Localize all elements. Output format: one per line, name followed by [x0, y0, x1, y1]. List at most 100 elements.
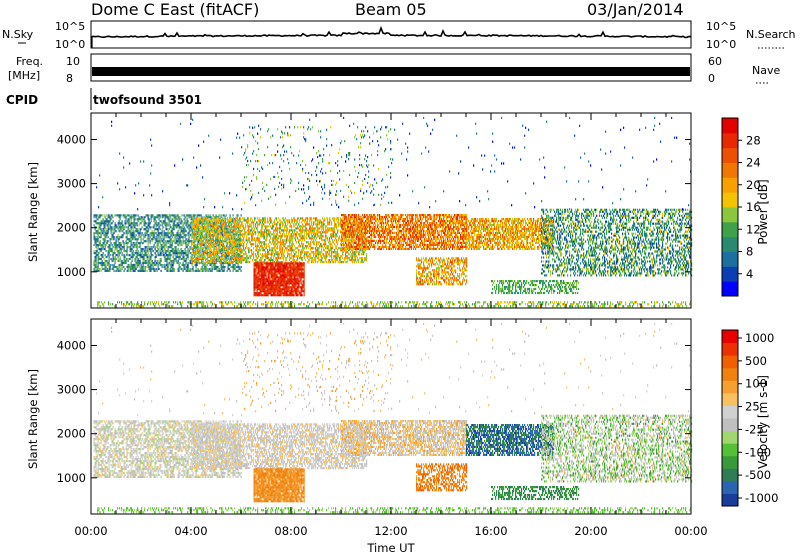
range-gate-cell [216, 237, 217, 239]
range-gate-cell [343, 261, 344, 263]
range-gate-cell [260, 253, 261, 255]
range-gate-cell [206, 231, 207, 233]
range-gate-cell [159, 238, 160, 240]
range-gate-cell [207, 225, 208, 227]
range-gate-cell [145, 216, 146, 218]
range-gate-cell [155, 242, 156, 244]
range-gate-cell [336, 239, 337, 241]
range-gate-cell [259, 237, 260, 239]
range-gate-cell [219, 239, 220, 241]
range-gate-cell [315, 239, 316, 241]
range-gate-cell [316, 243, 317, 245]
range-gate-cell [349, 257, 350, 259]
range-gate-cell [101, 234, 102, 236]
range-gate-cell [140, 244, 141, 246]
range-gate-cell [225, 266, 226, 268]
range-gate-cell [292, 219, 293, 221]
range-gate-cell [245, 225, 246, 227]
range-gate-cell [204, 238, 205, 240]
range-gate-cell [226, 261, 227, 263]
range-gate-cell [154, 262, 155, 264]
range-gate-cell [259, 247, 260, 249]
range-gate-cell [143, 260, 144, 262]
range-gate-cell [257, 217, 258, 219]
range-gate-cell [127, 236, 128, 238]
range-gate-cell [309, 233, 310, 235]
range-gate-cell [174, 260, 175, 262]
range-gate-cell [257, 247, 258, 249]
range-gate-cell [185, 268, 186, 270]
range-gate-cell [287, 229, 288, 231]
range-gate-cell [255, 217, 256, 219]
range-gate-cell [270, 225, 271, 227]
range-gate-cell [159, 246, 160, 248]
range-gate-cell [221, 216, 222, 218]
range-gate-cell [117, 248, 118, 250]
range-gate-cell [135, 216, 136, 218]
range-gate-cell [98, 246, 99, 248]
range-gate-cell [154, 220, 155, 222]
range-gate-cell [199, 255, 200, 257]
range-gate-cell [179, 270, 180, 272]
range-gate-cell [362, 257, 363, 259]
range-gate-cell [235, 235, 236, 237]
range-gate-cell [320, 231, 321, 233]
range-gate-cell [286, 233, 287, 235]
range-gate-cell [206, 214, 207, 216]
range-gate-cell [255, 253, 256, 255]
range-gate-cell [148, 242, 149, 244]
range-gate-cell [189, 228, 190, 230]
range-gate-cell [110, 254, 111, 256]
range-gate-cell [204, 244, 205, 246]
range-gate-cell [127, 234, 128, 236]
range-gate-cell [269, 233, 270, 235]
range-gate-cell [160, 262, 161, 264]
range-gate-cell [324, 217, 325, 219]
range-gate-cell [107, 242, 108, 244]
range-gate-cell [126, 226, 127, 228]
range-gate-cell [249, 247, 250, 249]
range-gate-cell [292, 239, 293, 241]
range-gate-cell [168, 230, 169, 232]
range-gate-cell [124, 248, 125, 250]
range-gate-cell [186, 230, 187, 232]
range-gate-cell [310, 255, 311, 257]
range-gate-cell [96, 216, 97, 218]
range-gate-cell [221, 235, 222, 237]
range-gate-cell [122, 254, 123, 256]
range-gate-cell [100, 268, 101, 270]
range-gate-cell [212, 268, 213, 270]
range-gate-cell [317, 225, 318, 227]
range-gate-cell [158, 236, 159, 238]
range-gate-cell [304, 237, 305, 239]
range-gate-cell [133, 250, 134, 252]
range-gate-cell [195, 239, 196, 241]
range-gate-cell [334, 249, 335, 251]
range-gate-cell [213, 259, 214, 261]
range-gate-cell [145, 224, 146, 226]
range-gate-cell [213, 241, 214, 243]
range-gate-cell [99, 256, 100, 258]
range-gate-cell [130, 254, 131, 256]
range-gate-cell [197, 239, 198, 241]
range-gate-cell [300, 255, 301, 257]
range-gate-cell [94, 262, 95, 264]
range-gate-cell [186, 262, 187, 264]
range-gate-cell [240, 225, 241, 227]
range-gate-cell [338, 239, 339, 241]
range-gate-cell [215, 231, 216, 233]
range-gate-cell [266, 237, 267, 239]
range-gate-cell [198, 227, 199, 229]
range-gate-cell [270, 217, 271, 219]
range-gate-cell [186, 224, 187, 226]
range-gate-cell [142, 216, 143, 218]
range-gate-cell [263, 264, 264, 266]
range-gate-cell [149, 224, 150, 226]
range-gate-cell [110, 244, 111, 246]
range-gate-cell [208, 214, 209, 216]
range-gate-cell [356, 261, 357, 263]
range-gate-cell [286, 249, 287, 251]
range-gate-cell [153, 214, 154, 216]
range-gate-cell [240, 219, 241, 221]
range-gate-cell [366, 253, 367, 255]
